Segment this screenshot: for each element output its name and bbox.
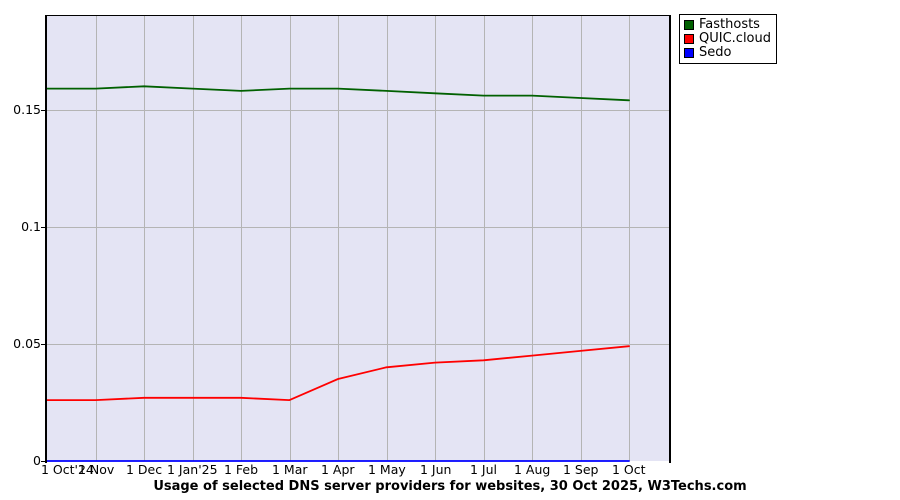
x-tick-label: 1 Oct'24: [41, 462, 94, 477]
legend-color-swatch-icon: [684, 34, 694, 44]
gridline-vertical: [338, 16, 339, 461]
legend-color-swatch-icon: [684, 48, 694, 58]
x-tick-label: 1 Jan'25: [167, 462, 218, 477]
x-tick-label: 1 Dec: [126, 462, 163, 477]
x-tick-label: 1 Nov: [78, 462, 115, 477]
y-tick-label: 0.1: [21, 218, 41, 234]
x-tick-label: 1 Jun: [420, 462, 452, 477]
gridline-vertical: [435, 16, 436, 461]
series-line-quic-cloud: [47, 345, 630, 402]
x-tick-label: 1 Apr: [321, 462, 355, 477]
gridline-vertical: [144, 16, 145, 461]
y-tick-mark: [41, 227, 46, 228]
gridline-vertical: [241, 16, 242, 461]
x-tick-label: 1 Sep: [563, 462, 599, 477]
y-axis-tick-labels: 0 0.05 0.1 0.15: [0, 0, 46, 500]
x-tick-label: 1 Jul: [470, 462, 498, 477]
plot-right-border: [669, 16, 671, 463]
axis-top-border: [45, 15, 671, 16]
x-tick-label: 1 Oct: [612, 462, 646, 477]
y-tick-label: 0: [33, 453, 41, 468]
gridline-horizontal: [47, 344, 670, 345]
gridline-vertical: [532, 16, 533, 461]
gridline-vertical: [96, 16, 97, 461]
legend-item-label: Sedo: [699, 45, 732, 60]
y-tick-label: 0.05: [13, 335, 41, 351]
x-tick-label: 1 Mar: [272, 462, 308, 477]
gridline-vertical: [290, 16, 291, 461]
chart-legend: Fasthosts QUIC.cloud Sedo: [679, 14, 777, 64]
legend-item[interactable]: Sedo: [684, 46, 771, 60]
chart-caption: Usage of selected DNS server providers f…: [153, 479, 747, 494]
x-tick-label: 1 May: [368, 462, 406, 477]
gridline-vertical: [193, 16, 194, 461]
series-line-fasthosts: [47, 85, 630, 102]
y-tick-mark: [41, 110, 46, 111]
y-tick-mark: [41, 344, 46, 345]
legend-item[interactable]: Fasthosts: [684, 18, 771, 32]
gridline-vertical: [387, 16, 388, 461]
x-tick-label: 1 Feb: [224, 462, 259, 477]
gridline-vertical: [581, 16, 582, 461]
legend-item[interactable]: QUIC.cloud: [684, 32, 771, 46]
gridline-horizontal: [47, 110, 670, 111]
legend-item-label: Fasthosts: [699, 17, 760, 32]
gridline-vertical: [629, 16, 630, 461]
x-tick-label: 1 Aug: [514, 462, 551, 477]
y-axis-line: [45, 16, 47, 463]
gridline-vertical: [484, 16, 485, 461]
gridline-horizontal: [47, 227, 670, 228]
legend-color-swatch-icon: [684, 20, 694, 30]
y-tick-mark: [41, 461, 46, 462]
legend-item-label: QUIC.cloud: [699, 31, 771, 46]
y-tick-label: 0.15: [13, 101, 41, 117]
